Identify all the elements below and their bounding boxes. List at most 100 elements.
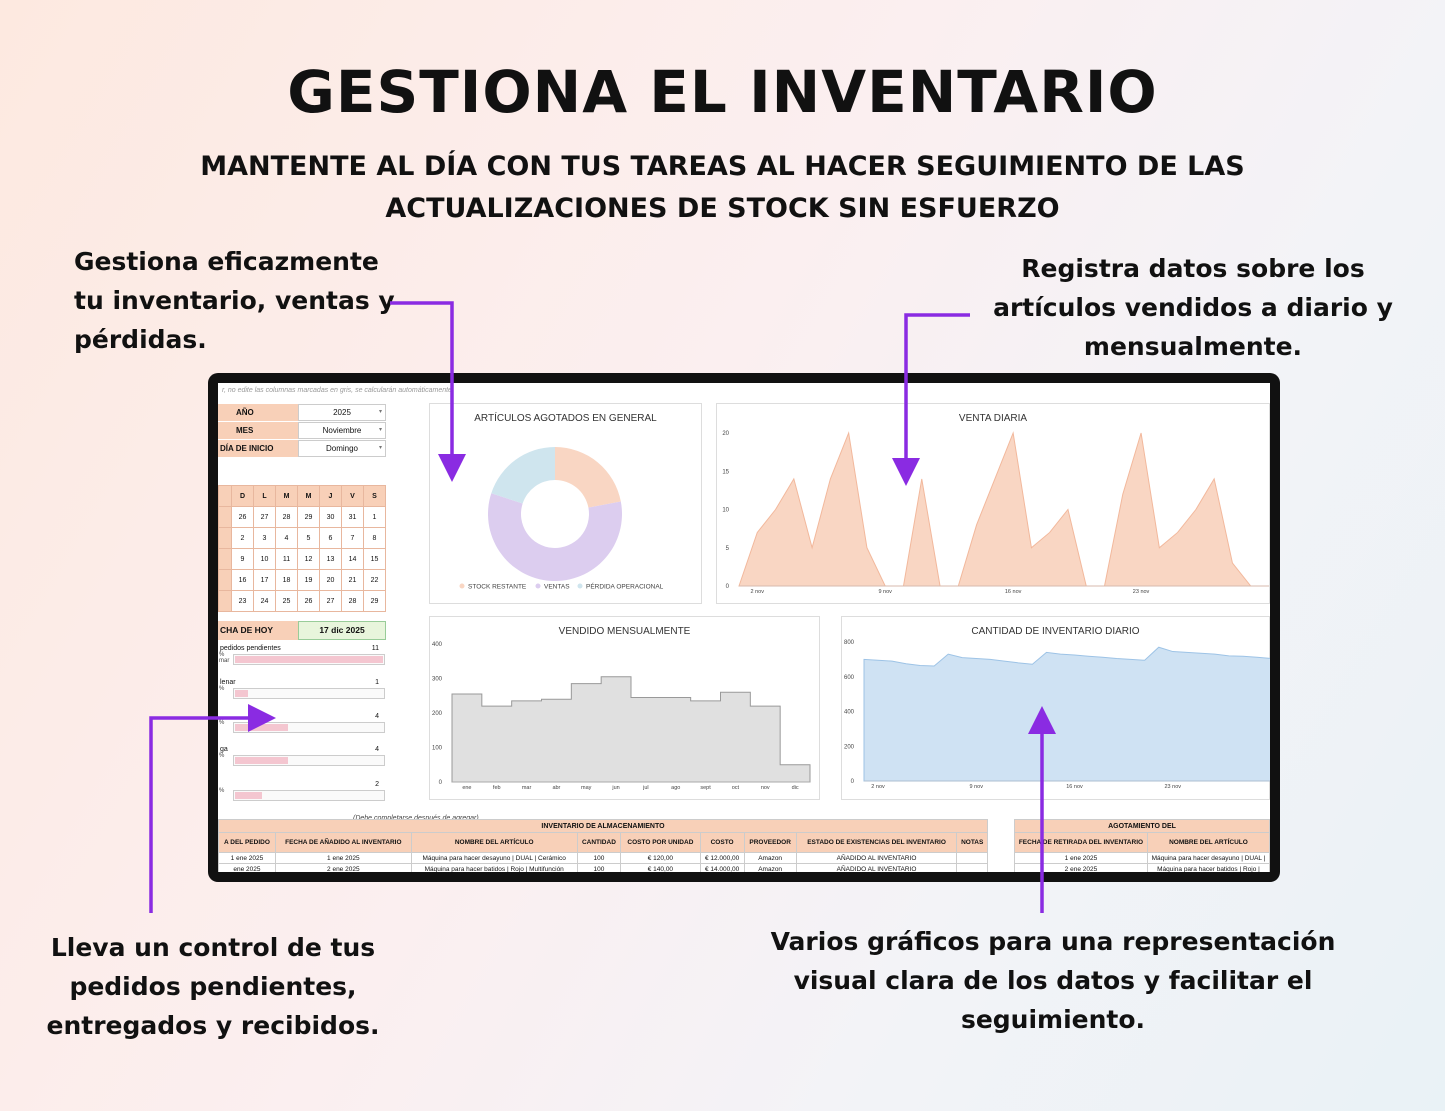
table-cell[interactable] <box>956 863 988 872</box>
table-cell[interactable]: 1 ene 2025 <box>1014 852 1148 864</box>
y-tick-label: 20 <box>722 431 729 437</box>
table-header: NOTAS <box>956 832 988 853</box>
table-cell[interactable]: Máquina para hacer batidos | Rojo | Mult… <box>410 863 578 872</box>
area-series <box>738 431 1269 587</box>
calendar-day: 1 <box>363 506 386 528</box>
table-cell[interactable]: Máquina para hacer desayuno | DUAL | Cer… <box>410 852 578 864</box>
calendar-day: 25 <box>275 590 298 612</box>
calendar-day: 8 <box>363 527 386 549</box>
table-row: 1 ene 2025 1 ene 2025 Máquina para hacer d… <box>218 852 988 864</box>
table-row: 1 ene 2025 Máquina para hacer desayuno | … <box>1014 852 1270 864</box>
calendar-gutter <box>218 569 232 591</box>
y-tick-label: 400 <box>844 710 855 716</box>
panel-inventory-qty: CANTIDAD DE INVENTARIO DIARIO 0 200 400 600… <box>841 616 1270 800</box>
calendar-day: 4 <box>275 527 298 549</box>
order-progress-fill <box>235 757 289 764</box>
y-tick-label: 200 <box>844 744 855 750</box>
order-progress-fill <box>235 724 289 731</box>
calendar-gutter <box>218 590 232 612</box>
headline: GESTIONA EL INVENTARIO <box>287 58 1158 126</box>
year-select[interactable]: 2025 <box>298 404 386 421</box>
table-header: FECHA DE AÑADIDO AL INVENTARIO <box>274 832 412 853</box>
order-status-count: 4 <box>375 746 379 753</box>
table-cell[interactable]: Máquina para hacer desayuno | DUAL | <box>1146 852 1270 864</box>
x-tick-label: ago <box>671 785 680 791</box>
legend-label: VENTAS <box>544 584 570 591</box>
table-header: COSTO <box>699 832 745 853</box>
donut-slice <box>491 447 555 504</box>
table-cell[interactable]: 1 ene 2025 <box>218 852 276 864</box>
table-cell[interactable]: 2 ene 2025 <box>274 863 412 872</box>
note-daily-sales: Registra datos sobre los artículos vendi… <box>988 249 1398 366</box>
table-cell[interactable]: 100 <box>576 852 622 864</box>
subheadline-line-2: ACTUALIZACIONES DE STOCK SIN ESFUERZO <box>385 193 1060 224</box>
start-day-row: DÍA DE INICIO Domingo <box>218 440 386 457</box>
calendar-day: 27 <box>253 506 276 528</box>
table-cell[interactable]: Amazon <box>743 852 797 864</box>
x-tick-label: abr <box>552 785 560 791</box>
donut-chart: STOCK RESTANTE VENTAS PÉRDIDA OPERACIONAL <box>459 447 664 591</box>
calendar-gutter <box>218 485 232 507</box>
calendar-day: 11 <box>275 548 298 570</box>
calendar-day: 26 <box>231 506 254 528</box>
table-cell[interactable]: Amazon <box>743 863 797 872</box>
start-day-select[interactable]: Domingo <box>298 440 386 457</box>
order-status-pct: % <box>219 686 225 692</box>
table-cell[interactable]: € 12.000,00 <box>699 852 745 864</box>
table-title: AGOTAMIENTO DEL <box>1014 819 1270 833</box>
x-tick-label: oct <box>732 785 740 791</box>
order-status-label: lenar <box>220 679 236 686</box>
y-tick-label: 0 <box>726 584 730 590</box>
order-status-label: ga <box>220 746 228 753</box>
table-header: A DEL PEDIDO <box>218 832 276 853</box>
month-select[interactable]: Noviembre <box>298 422 386 439</box>
table-cell[interactable]: 2 ene 2025 <box>1014 863 1148 872</box>
calendar-weekday: L <box>253 485 276 507</box>
calendar-day: 17 <box>253 569 276 591</box>
note-line: visual clara de los datos y facilitar el <box>793 966 1313 995</box>
table-cell[interactable]: Máquina para hacer batidos | Rojo | <box>1146 863 1270 872</box>
table-cell[interactable] <box>956 852 988 864</box>
calendar-day: 2 <box>231 527 254 549</box>
calendar-day: 31 <box>341 506 364 528</box>
order-status-count: 4 <box>375 713 379 720</box>
order-status-pct: % <box>219 652 225 658</box>
y-tick-label: 600 <box>844 675 855 681</box>
legend-label: STOCK RESTANTE <box>468 584 527 591</box>
calendar-day: 29 <box>363 590 386 612</box>
legend-label: PÉRDIDA OPERACIONAL <box>586 582 664 591</box>
calendar-day: 27 <box>319 590 342 612</box>
table-cell[interactable]: AÑADIDO AL INVENTARIO <box>795 852 958 864</box>
x-tick-label: 23 nov <box>1133 589 1150 595</box>
order-status-count: 2 <box>375 781 379 788</box>
table-cell[interactable]: AÑADIDO AL INVENTARIO <box>795 863 958 872</box>
calendar-weekday: V <box>341 485 364 507</box>
donut-slice <box>488 493 622 581</box>
table-row: 2 ene 2025 Máquina para hacer batidos | R… <box>1014 863 1270 872</box>
start-day-label: DÍA DE INICIO <box>218 440 298 457</box>
legend-swatch <box>577 583 583 589</box>
calendar-weekday: M <box>297 485 320 507</box>
calendar-day: 19 <box>297 569 320 591</box>
monthly-chart: 0 100 200 300 400 ene feb mar abr may jun jul ago sep… <box>432 642 811 791</box>
table-cell[interactable]: € 140,00 <box>620 863 701 872</box>
chart-title: VENDIDO MENSUALMENTE <box>558 626 691 637</box>
calendar-weekday: J <box>319 485 342 507</box>
table-header: ESTADO DE EXISTENCIAS DEL INVENTARIO <box>795 832 958 853</box>
sheet-hint: r, no edite las columnas marcadas en gri… <box>222 387 454 394</box>
table-cell[interactable]: € 120,00 <box>620 852 701 864</box>
calendar-day: 6 <box>319 527 342 549</box>
calendar-day: 9 <box>231 548 254 570</box>
today-value: 17 dic 2025 <box>298 621 386 640</box>
order-status-extra: mar <box>219 658 230 664</box>
y-tick-label: 5 <box>726 546 730 552</box>
area-series <box>863 646 1270 782</box>
table-cell[interactable]: € 14.000,00 <box>699 863 745 872</box>
calendar-day: 15 <box>363 548 386 570</box>
year-label: AÑO <box>218 404 298 421</box>
table-cell[interactable]: 1 ene 2025 <box>274 852 412 864</box>
order-progress-fill <box>235 792 262 799</box>
table-cell[interactable]: ene 2025 <box>218 863 276 872</box>
complete-note: (Debe completarse después de agregar) <box>353 815 479 822</box>
table-cell[interactable]: 100 <box>576 863 622 872</box>
